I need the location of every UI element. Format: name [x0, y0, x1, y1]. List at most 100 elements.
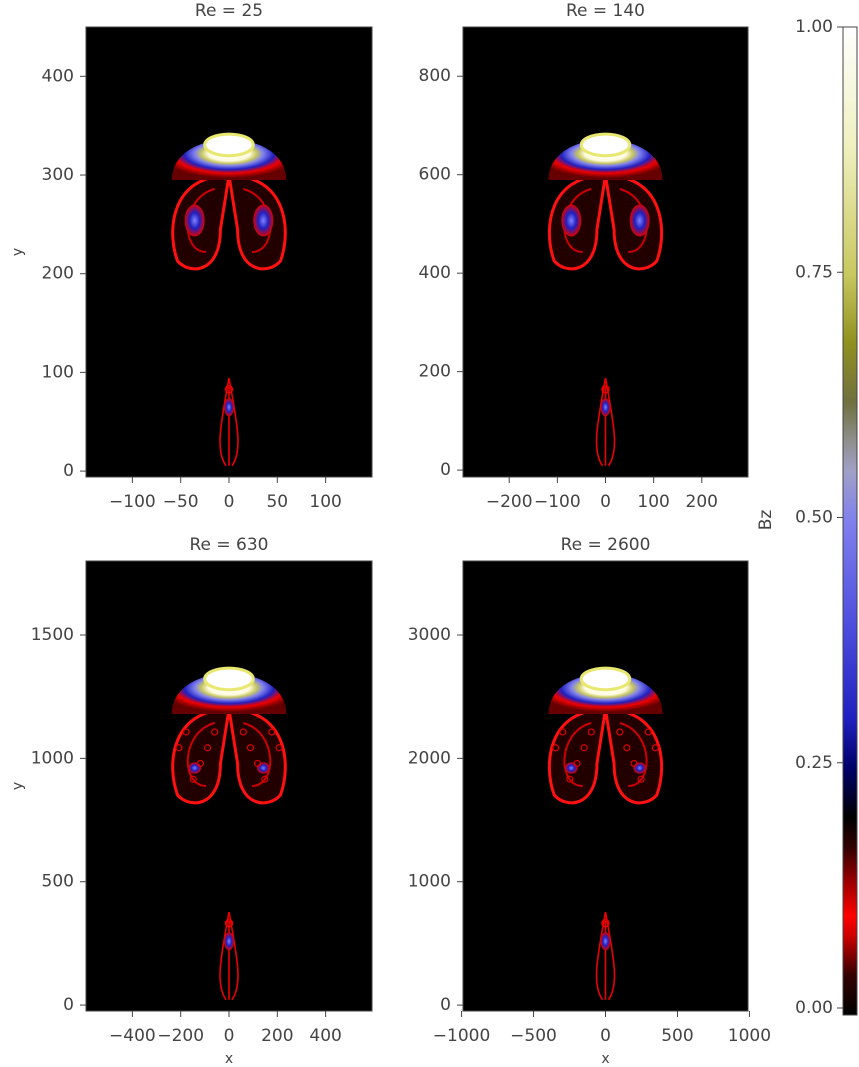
x-tick-label: 100 [309, 492, 341, 512]
vortex-lobe [547, 707, 608, 805]
field-structure [547, 666, 664, 1001]
eddy [587, 728, 595, 736]
vortex-core [184, 204, 205, 237]
eddy [254, 759, 262, 768]
eddy [203, 744, 212, 752]
x-tick-label: −200 [486, 492, 533, 512]
panel-title: Re = 630 [189, 535, 268, 555]
y-tick-label: 0 [440, 995, 451, 1015]
panel-title: Re = 2600 [561, 535, 651, 555]
vortex-lobe [171, 707, 231, 805]
colorbar-tick-label: 0.00 [795, 998, 833, 1018]
cap [171, 139, 287, 180]
x-tick-label: 500 [661, 1026, 693, 1046]
eddy [644, 728, 652, 736]
x-axis-label: x [225, 1051, 233, 1067]
x-tick-label: −100 [534, 492, 581, 512]
jet-blob [224, 919, 234, 928]
vortex-core [257, 762, 270, 774]
x-tick-label: 0 [224, 492, 235, 512]
y-tick-label: 3000 [408, 625, 451, 645]
y-tick-label: 1000 [31, 748, 74, 768]
vortex-lobe [603, 707, 664, 805]
vortex-core [629, 204, 650, 237]
eddy [630, 759, 638, 768]
jet-core [600, 932, 611, 951]
eddy [189, 775, 197, 783]
eddy [559, 728, 567, 736]
jet-core [224, 398, 234, 417]
eddy [637, 775, 645, 783]
vortex-filament [619, 722, 648, 787]
jet-blob [224, 385, 234, 394]
x-tick-label: 0 [600, 1026, 611, 1046]
eddy [580, 744, 588, 752]
x-tick-label: 100 [637, 492, 669, 512]
y-tick-label: 1000 [408, 872, 451, 892]
x-tick-label: −200 [157, 1026, 204, 1046]
cap [171, 673, 287, 714]
x-tick-label: 200 [261, 1026, 293, 1046]
vortex-core [188, 762, 201, 774]
panel-title: Re = 25 [195, 1, 263, 21]
eddy [246, 744, 255, 752]
colorbar-tick-label: 0.75 [795, 262, 833, 282]
x-tick-label: 0 [600, 492, 611, 512]
vortex-filament [243, 722, 272, 787]
y-tick-label: 800 [419, 66, 451, 86]
eddy [651, 744, 659, 752]
eddy [573, 759, 581, 768]
x-tick-label: −400 [109, 1026, 156, 1046]
vortex-core [565, 762, 578, 774]
colorbar-tick-label: 0.25 [795, 753, 833, 773]
x-tick-label: −100 [109, 492, 156, 512]
y-axis-label: y [10, 248, 26, 256]
eddy [239, 728, 247, 736]
field-structure [171, 132, 287, 467]
jet-blob [601, 919, 610, 928]
eddy [623, 744, 631, 752]
y-tick-label: 0 [63, 461, 74, 481]
field-structure [547, 132, 664, 467]
field-structure [171, 666, 287, 1001]
vortex-core [253, 204, 274, 237]
eddy [196, 759, 204, 768]
eddy [175, 744, 183, 752]
eddy [211, 728, 219, 736]
vortex-core [633, 762, 646, 774]
cap-core [203, 666, 255, 692]
colorbar-label: Bz [756, 510, 776, 531]
y-tick-label: 2000 [408, 748, 451, 768]
y-tick-label: 0 [63, 995, 74, 1015]
vortex-filament [186, 722, 215, 787]
y-tick-label: 600 [419, 165, 451, 185]
cap-core [203, 132, 255, 158]
vortex-core [561, 204, 582, 237]
y-tick-label: 0 [440, 460, 451, 480]
vortex-lobe [227, 707, 287, 805]
eddy [182, 728, 190, 736]
eddy [275, 744, 283, 752]
y-tick-label: 1500 [31, 625, 74, 645]
eddy [268, 728, 276, 736]
y-tick-label: 200 [42, 264, 74, 284]
x-tick-label: −50 [163, 492, 199, 512]
jet-core [224, 932, 234, 951]
x-tick-label: 200 [686, 492, 718, 512]
cap-core [579, 666, 632, 692]
panel-title: Re = 140 [566, 1, 645, 21]
x-tick-label: −1000 [433, 1026, 491, 1046]
y-axis-label: y [10, 782, 26, 790]
eddy [616, 728, 624, 736]
eddy [261, 775, 269, 783]
y-tick-label: 400 [42, 66, 74, 86]
cap-core [579, 132, 632, 158]
eddy [566, 775, 574, 783]
colorbar-tick-label: 0.50 [795, 508, 833, 528]
x-tick-label: 1000 [728, 1026, 771, 1046]
x-tick-label: 50 [266, 492, 288, 512]
x-tick-label: −500 [510, 1026, 557, 1046]
eddy [552, 744, 560, 752]
y-tick-label: 400 [419, 263, 451, 283]
